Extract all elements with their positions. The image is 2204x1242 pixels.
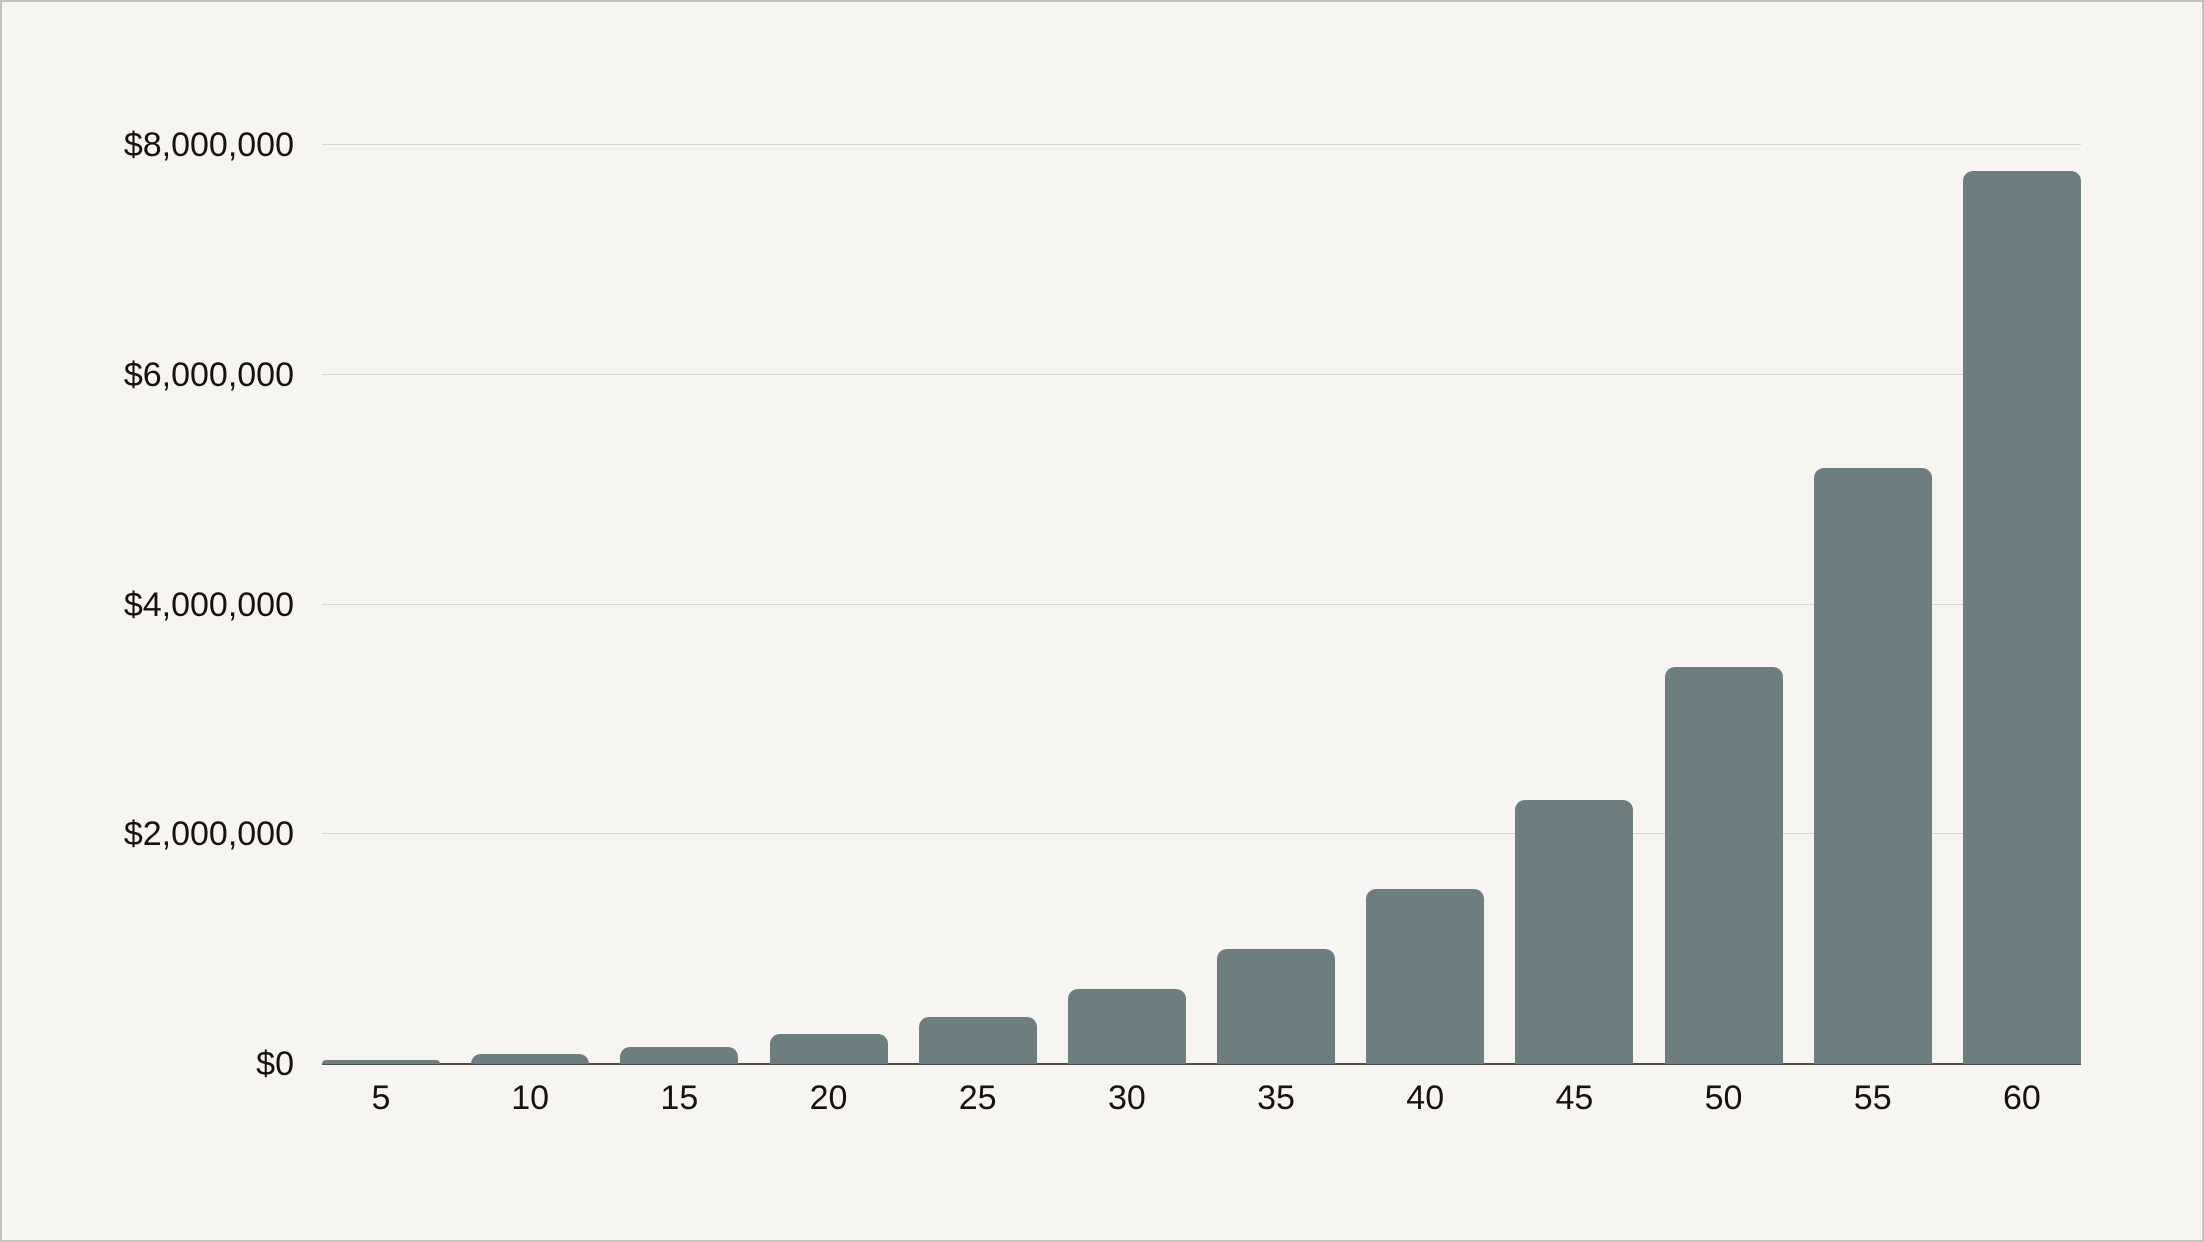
bar-50 — [1664, 666, 1783, 1064]
bar-25 — [918, 1016, 1037, 1064]
plot-area — [322, 144, 2081, 1065]
bar-15 — [620, 1046, 739, 1064]
x-axis-label: 35 — [1257, 1079, 1295, 1117]
x-axis-label: 25 — [958, 1079, 997, 1117]
x-axis: 5 10 15 20 25 30 35 40 45 50 55 60 — [322, 1078, 2081, 1118]
bar-55 — [1813, 467, 1932, 1064]
x-axis-label: 20 — [809, 1079, 848, 1117]
bar-5 — [322, 1059, 440, 1064]
x-axis-label: 40 — [1406, 1079, 1445, 1117]
bar-35 — [1217, 949, 1336, 1064]
bar-60 — [1962, 171, 2081, 1064]
x-axis-line — [322, 1063, 2081, 1065]
y-axis-label: $6,000,000 — [123, 355, 294, 394]
x-axis-label: 5 — [371, 1079, 391, 1117]
x-axis-label: 45 — [1555, 1079, 1594, 1117]
x-axis-label: 30 — [1107, 1079, 1146, 1117]
bar-40 — [1366, 888, 1485, 1064]
x-axis-label: 55 — [1853, 1079, 1892, 1117]
bar-20 — [769, 1034, 888, 1064]
y-axis-label: $2,000,000 — [123, 815, 294, 854]
y-axis: $0 $2,000,000 $4,000,000 $6,000,000 $8,000,0… — [2, 2, 294, 1240]
y-axis-label: $8,000,000 — [123, 126, 294, 164]
x-axis-label: 50 — [1704, 1079, 1743, 1117]
y-axis-label: $0 — [256, 1045, 294, 1083]
x-axis-label: 60 — [2002, 1079, 2041, 1117]
gridline-8000000 — [322, 144, 2081, 145]
gridline-6000000 — [322, 373, 2081, 375]
bar-45 — [1515, 799, 1634, 1064]
bar-10 — [471, 1054, 590, 1064]
x-axis-label: 15 — [660, 1079, 699, 1117]
bar-30 — [1067, 988, 1186, 1064]
bar-group — [322, 145, 2081, 1064]
gridline-2000000 — [322, 833, 2081, 835]
y-axis-label: $4,000,000 — [123, 585, 294, 624]
x-axis-label: 10 — [511, 1079, 550, 1117]
gridline-4000000 — [322, 603, 2081, 605]
